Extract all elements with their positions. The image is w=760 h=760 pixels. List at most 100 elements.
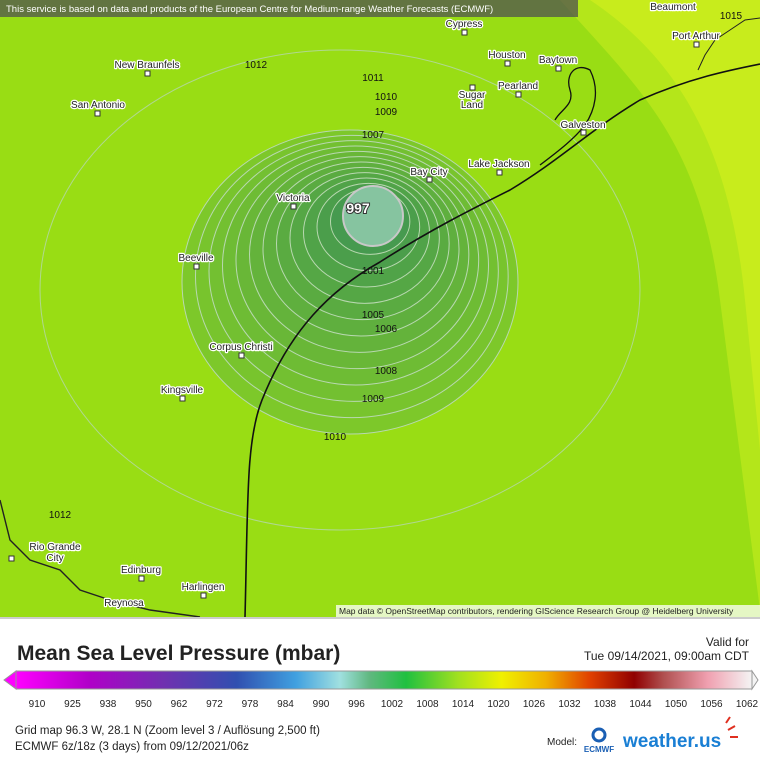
- scale-label: 984: [277, 699, 294, 710]
- scale-label: 910: [29, 699, 46, 710]
- scale-label: 925: [64, 699, 81, 710]
- city-label: Galveston: [560, 120, 605, 131]
- isobars: [39, 49, 641, 531]
- valid-time: Tue 09/14/2021, 09:00am CDT: [584, 649, 750, 663]
- outer-isobar: [39, 49, 641, 531]
- model-label: Model:: [547, 737, 577, 748]
- isobar-label: 1008: [375, 366, 398, 377]
- weather-logo: weather.us: [622, 731, 721, 752]
- city-dot: [144, 70, 151, 77]
- city-dot: [8, 555, 15, 562]
- city-label: Bay City: [410, 167, 447, 178]
- isobar-label: 1006: [375, 324, 398, 335]
- city-dot: [94, 110, 101, 117]
- border: [0, 499, 201, 617]
- city-dot: [138, 575, 145, 582]
- scale-label: 950: [135, 699, 152, 710]
- city-label: Kingsville: [161, 385, 204, 396]
- isobar-label: 1009: [362, 394, 385, 405]
- city-label: Reynosa: [104, 598, 144, 609]
- legend-title: Mean Sea Level Pressure (mbar): [17, 642, 340, 665]
- city-label: Baytown: [539, 55, 577, 66]
- isobar-label: 1012: [49, 510, 72, 521]
- city-label: Victoria: [276, 193, 310, 204]
- outer-region: [590, 0, 760, 450]
- scale-label: 978: [242, 699, 259, 710]
- isobar-label: 1005: [362, 310, 385, 321]
- city-label: New Braunfels: [114, 60, 179, 71]
- city-dot: [504, 60, 511, 67]
- city-dot: [469, 84, 476, 91]
- isobar-label: 1011: [362, 73, 384, 84]
- isobar-label: 1010: [375, 92, 398, 103]
- model-run: ECMWF 6z/18z (3 days) from 09/12/2021/06…: [15, 741, 249, 753]
- city-label: Beeville: [178, 253, 213, 264]
- map: This service is based on data and produc…: [0, 0, 760, 617]
- city-label: Pearland: [498, 81, 538, 92]
- isobar-label: 1012: [245, 60, 268, 71]
- city-dot: [461, 29, 468, 36]
- scale-label: 1014: [452, 699, 475, 710]
- scale-label: 1062: [736, 699, 759, 710]
- city-label: Edinburg: [121, 565, 161, 576]
- isobar-label: 1007: [362, 130, 385, 141]
- isobar-label: 1009: [375, 107, 398, 118]
- city-label: Harlingen: [182, 582, 225, 593]
- scale-label: 990: [313, 699, 330, 710]
- logo-sun: [725, 716, 738, 738]
- scale-label: 1044: [629, 699, 652, 710]
- valid-label: Valid for: [706, 635, 749, 649]
- scale-label: 1056: [700, 699, 723, 710]
- scale-label: 938: [100, 699, 117, 710]
- cities: Beaumont Cypress Port Arthur New Braunfe…: [8, 1, 722, 610]
- scale-label: 1002: [381, 699, 404, 710]
- isobar-label: 1015: [720, 11, 743, 22]
- city-dot: [238, 352, 245, 359]
- scale-label: 1032: [558, 699, 581, 710]
- city-dot: [555, 65, 562, 72]
- city-label: Cypress: [446, 19, 483, 30]
- outer-region: [560, 0, 760, 610]
- scale-label: 1050: [665, 699, 688, 710]
- city-dot: [290, 203, 297, 210]
- low-center-label: 997: [346, 200, 370, 216]
- city-dot: [426, 176, 433, 183]
- scale-label: 972: [206, 699, 223, 710]
- scale-label: 1026: [523, 699, 546, 710]
- attribution: Map data © OpenStreetMap contributors, r…: [339, 606, 734, 616]
- city-dot: [193, 263, 200, 270]
- scale-label: 1008: [416, 699, 439, 710]
- scale-arrow: [3, 670, 17, 690]
- city-label: Beaumont: [650, 2, 696, 13]
- city-label: Corpus Christi: [209, 342, 272, 353]
- city-label: Lake Jackson: [468, 159, 529, 170]
- scale-label: 962: [171, 699, 188, 710]
- ecmwf-logo: ECMWF: [584, 745, 614, 754]
- banner-bg: [0, 0, 578, 17]
- coastline: [697, 17, 760, 71]
- city-dot: [179, 395, 186, 402]
- city-label: Sugar: [459, 90, 486, 101]
- city-label: Rio Grande: [29, 542, 81, 553]
- city-label: Land: [461, 100, 483, 111]
- city-label: Houston: [488, 50, 525, 61]
- scale-labels: 910 925 938 950 962 972 978 984 990 996 1002 1008 10…: [29, 699, 759, 710]
- attribution-bg: [336, 605, 760, 617]
- city-label: San Antonio: [71, 100, 125, 111]
- isobar-label: 1001: [362, 266, 385, 277]
- city-dot: [496, 169, 503, 176]
- isobar-labels: 1015 1012 1011 1010 1009 1007 997 1001 1…: [49, 11, 743, 521]
- isobar-label: 1010: [324, 432, 347, 443]
- coastline: [244, 63, 760, 617]
- banner: This service is based on data and produc…: [6, 4, 493, 15]
- city-label: Port Arthur: [672, 31, 720, 42]
- coastline: [539, 66, 597, 166]
- city-label: City: [46, 553, 63, 564]
- scale-arrow: [751, 669, 759, 691]
- scale-label: 1020: [487, 699, 510, 710]
- city-dot: [580, 129, 587, 136]
- grid-info: Grid map 96.3 W, 28.1 N (Zoom level 3 / …: [15, 725, 320, 737]
- scale-label: 1038: [594, 699, 617, 710]
- city-dot: [693, 41, 700, 48]
